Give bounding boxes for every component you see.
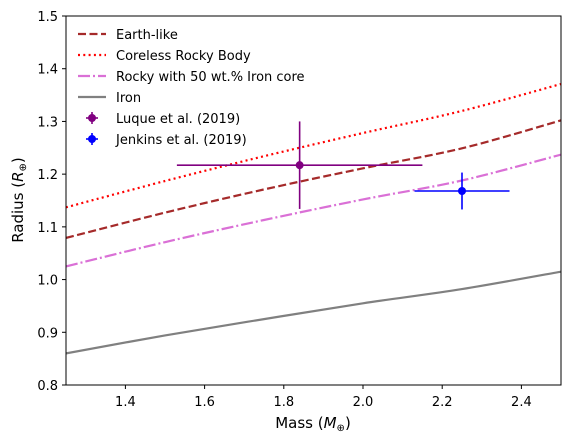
legend-label-earth-like: Earth-like — [116, 28, 178, 43]
y-axis: 0.8 0.9 1.0 1.1 1.2 1.3 1.4 1.5 — [37, 10, 66, 394]
legend-label-rocky-with-50-wt-iron-core: Rocky with 50 wt.% Iron core — [116, 70, 305, 85]
y-tick-label: 0.8 — [37, 379, 58, 394]
legend-label-iron: Iron — [116, 91, 141, 106]
legend-marker-jenkins-et-al-2019 — [88, 135, 96, 143]
x-tick-label: 1.4 — [115, 395, 136, 410]
legend-label-luque-et-al-2019: Luque et al. (2019) — [116, 112, 240, 127]
y-tick-label: 1.3 — [37, 115, 58, 130]
x-axis-label: Mass (M⊕) — [275, 414, 351, 434]
data-point-luque-et-al-2019 — [295, 161, 304, 170]
plot-frame — [65, 15, 562, 386]
x-tick-label: 1.6 — [194, 395, 215, 410]
y-tick-label: 1.2 — [37, 168, 58, 183]
series-line-earth-like — [66, 119, 561, 239]
legend: Earth-like Coreless Rocky Body Rocky with … — [78, 28, 305, 148]
x-axis: 1.4 1.6 1.8 2.0 2.2 2.4 — [115, 385, 532, 410]
x-tick-label: 2.2 — [432, 395, 453, 410]
data-point-jenkins-et-al-2019 — [458, 187, 466, 196]
series-line-rocky-with-50-wt-iron-core — [66, 153, 561, 268]
y-tick-label: 1.1 — [37, 221, 58, 236]
y-tick-label: 1.5 — [37, 10, 58, 25]
legend-marker-luque-et-al-2019 — [88, 114, 96, 122]
y-tick-label: 1.4 — [37, 63, 58, 78]
legend-label-jenkins-et-al-2019: Jenkins et al. (2019) — [115, 133, 247, 148]
y-tick-label: 1.0 — [37, 274, 58, 289]
x-tick-label: 2.4 — [511, 395, 532, 410]
y-tick-label: 0.9 — [37, 326, 58, 341]
x-tick-label: 1.8 — [273, 395, 294, 410]
series-line-coreless-rocky-body — [66, 82, 561, 209]
model-curves — [66, 82, 561, 355]
legend-label-coreless-rocky-body: Coreless Rocky Body — [116, 49, 251, 64]
series-line-iron — [66, 270, 561, 355]
data-points — [176, 121, 510, 210]
y-axis-label: Radius (R⊕) — [9, 157, 29, 243]
x-tick-label: 2.0 — [353, 395, 374, 410]
